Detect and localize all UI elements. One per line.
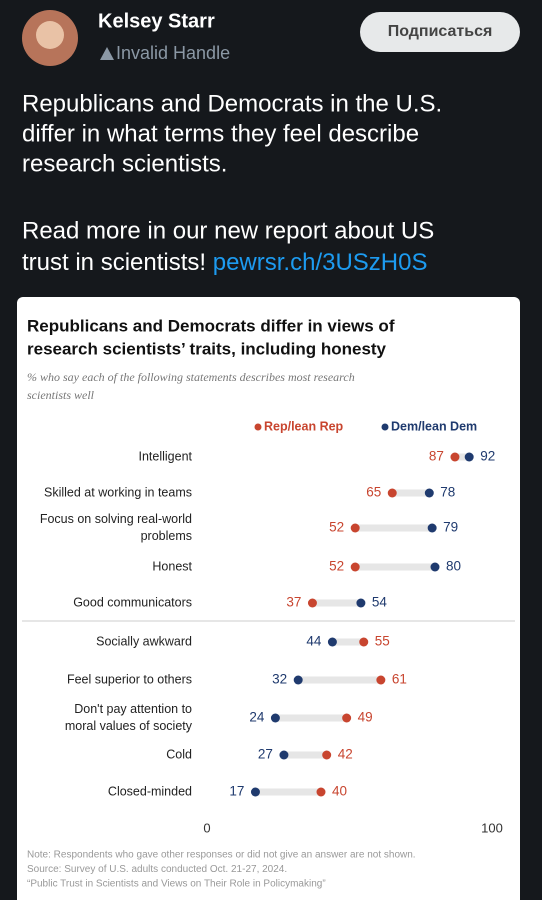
category-label: Socially awkward (96, 634, 192, 648)
post-text: research scientists. (22, 150, 227, 177)
category-label: Don't pay attention to (74, 702, 192, 716)
post-text: Read more in our new report about US (22, 217, 434, 244)
chart-title: research scientists’ traits, including h… (27, 339, 387, 358)
post-text: differ in what terms they feel describe (22, 120, 419, 147)
dot (327, 637, 337, 647)
legend-label: Dem/lean Dem (391, 419, 477, 433)
category-label: problems (141, 529, 192, 543)
dot (450, 452, 460, 462)
value-label: 52 (329, 559, 344, 574)
dot (387, 488, 397, 498)
category-label: Intelligent (138, 449, 192, 463)
dot (464, 452, 474, 462)
note: “Public Trust in Scientists and Views on… (27, 879, 326, 890)
chart-title: Republicans and Democrats differ in view… (27, 316, 395, 335)
dot (307, 598, 317, 608)
dot (316, 787, 326, 797)
warning-icon (100, 47, 114, 60)
legend-marker (381, 423, 389, 431)
value-label: 24 (249, 710, 265, 725)
subscribe-button[interactable] (360, 12, 520, 52)
value-label: 40 (332, 784, 347, 799)
value-label: 49 (358, 710, 373, 725)
chart-subtitle: scientists well (27, 388, 95, 402)
dot (427, 523, 437, 533)
dot (250, 787, 260, 797)
handle: Invalid Handle (116, 43, 230, 63)
value-label: 92 (480, 449, 495, 464)
category-label: Closed-minded (108, 784, 192, 798)
dot (293, 675, 303, 685)
dot (430, 562, 440, 572)
category-label: Focus on solving real-world (40, 512, 192, 526)
category-label: Skilled at working in teams (44, 485, 192, 499)
dot (350, 562, 360, 572)
value-label: 79 (443, 520, 458, 535)
subscribe-label: Подписаться (388, 23, 493, 40)
dot (359, 637, 369, 647)
value-label: 55 (375, 634, 390, 649)
author[interactable]: Kelsey Starr (98, 10, 215, 32)
note: Source: Survey of U.S. adults conducted … (27, 864, 287, 875)
x-tick-label: 0 (203, 820, 210, 835)
value-label: 54 (372, 595, 388, 610)
value-label: 52 (329, 520, 344, 535)
x-tick-label: 100 (481, 820, 503, 835)
dot (322, 750, 332, 760)
value-label: 44 (306, 634, 322, 649)
category-label: moral values of society (65, 719, 193, 733)
value-label: 42 (338, 747, 353, 762)
post-text: trust in scientists! pewrsr.ch/3USzH0S (22, 249, 427, 276)
chart: Republicans and Democrats differ in view… (27, 316, 503, 889)
legend-marker (254, 423, 262, 431)
dot (376, 675, 386, 685)
value-label: 61 (392, 672, 407, 687)
value-label: 87 (429, 449, 444, 464)
note: Note: Respondents who gave other respons… (27, 850, 416, 861)
dot (342, 713, 352, 723)
category-label: Good communicators (73, 595, 192, 609)
dot (424, 488, 434, 498)
value-label: 27 (258, 747, 273, 762)
value-label: 65 (366, 485, 381, 500)
chart-image[interactable] (17, 297, 520, 900)
category-label: Cold (166, 747, 192, 761)
dot (279, 750, 289, 760)
dot (270, 713, 280, 723)
avatar-face (36, 21, 64, 49)
category-label: Honest (152, 559, 192, 573)
value-label: 17 (229, 784, 244, 799)
dot (356, 598, 366, 608)
value-label: 32 (272, 672, 287, 687)
link[interactable]: pewrsr.ch/3USzH0S (213, 249, 428, 276)
legend-label: Rep/lean Rep (264, 419, 344, 433)
post-text: Republicans and Democrats in the U.S. (22, 90, 442, 117)
value-label: 78 (440, 485, 455, 500)
value-label: 80 (446, 559, 461, 574)
dot (350, 523, 360, 533)
post-text-line: trust in scientists! (22, 249, 206, 276)
value-label: 37 (286, 595, 301, 610)
chart-subtitle: % who say each of the following statemen… (27, 370, 355, 384)
category-label: Feel superior to others (67, 672, 192, 686)
